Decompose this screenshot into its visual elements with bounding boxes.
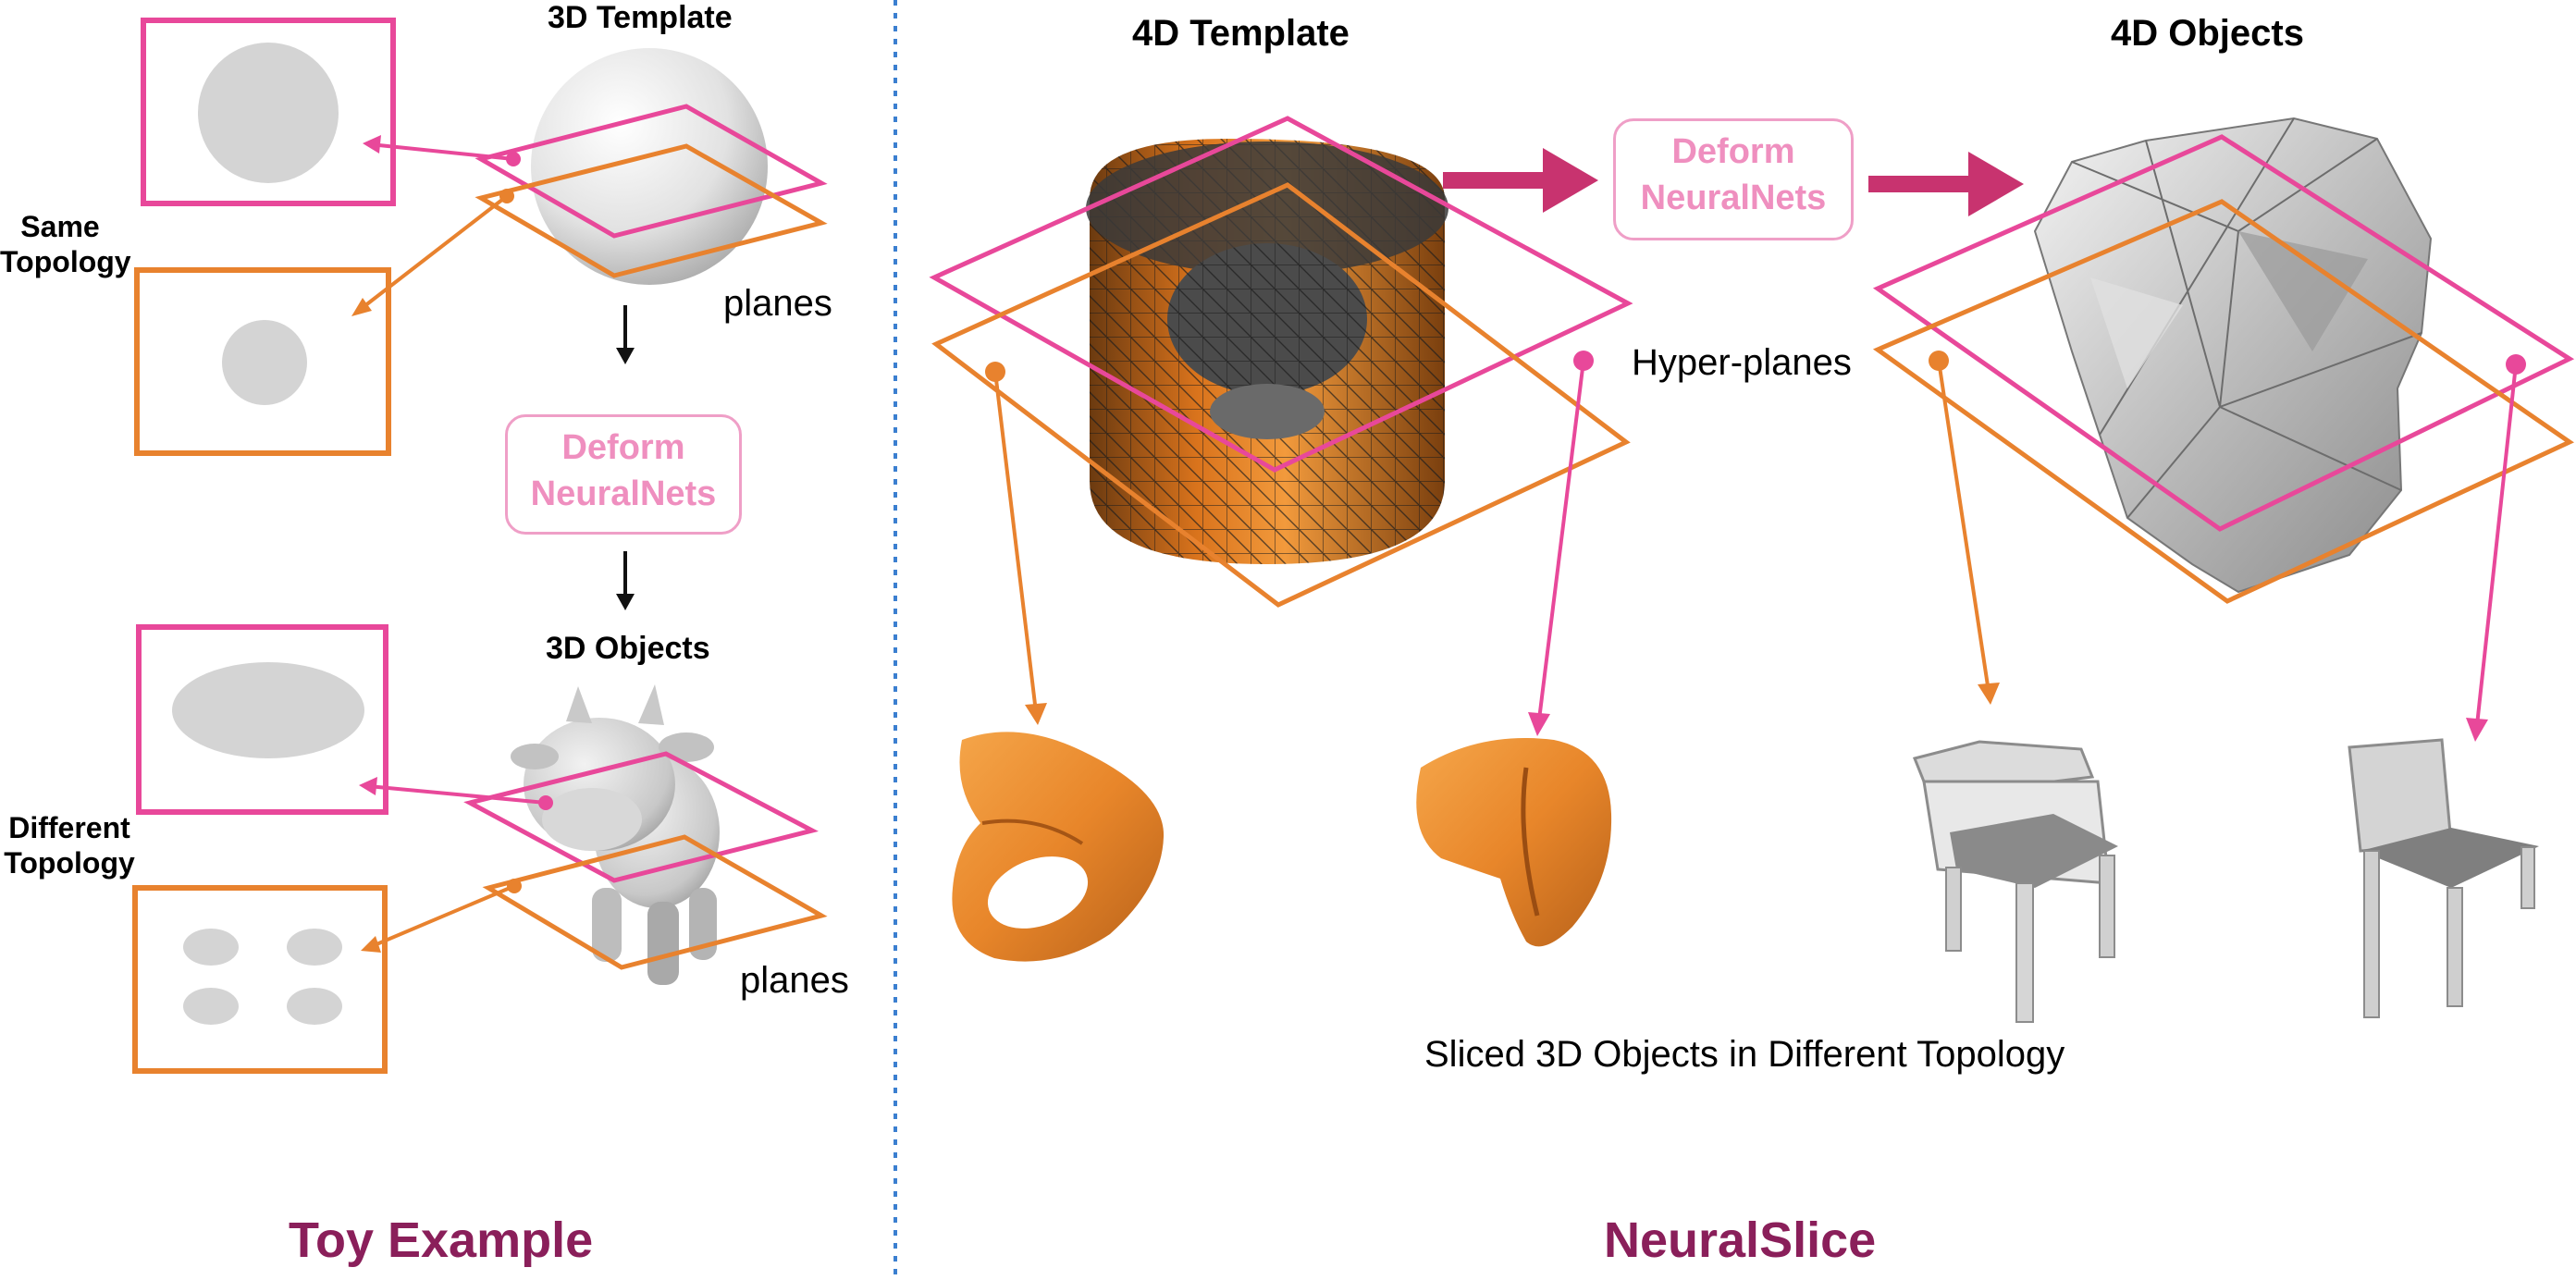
hyperplanes-label: Hyper-planes <box>1632 342 1852 383</box>
toy-template-label: 3D Template <box>548 0 733 35</box>
slice-arrow-pink-2 <box>2466 354 2526 742</box>
different-topology-label: Different Topology <box>4 811 135 880</box>
toy-plane-pink-1 <box>475 104 828 239</box>
hyperplane-orange-1 <box>931 182 1631 608</box>
same-topology-label: Same Topology <box>0 210 131 278</box>
sliced-object-chair-1 <box>1912 740 2118 1023</box>
4d-template-label: 4D Template <box>1132 13 1350 54</box>
deform-arrow-in <box>1443 148 1598 213</box>
neuralslice-deform-line1: Deform <box>1671 132 1795 171</box>
toy-slice-box-pink-2 <box>136 624 388 815</box>
neuralslice-title: NeuralSlice <box>1604 1212 1877 1268</box>
4d-template-mesh <box>1086 139 1448 564</box>
sphere-template <box>531 48 768 285</box>
toy-arrow-pink-2 <box>359 777 553 810</box>
toy-plane-orange-2 <box>482 834 828 970</box>
slice-arrow-orange-2 <box>1929 351 2000 705</box>
toy-planes-label-1: planes <box>723 283 832 324</box>
toy-deform-box: Deform NeuralNets <box>505 414 742 535</box>
toy-deform-line1: Deform <box>561 428 685 467</box>
neuralslice-deform-line2: NeuralNets <box>1640 178 1827 217</box>
down-arrow-1 <box>616 305 635 364</box>
sliced-object-chair-2 <box>2348 738 2539 1018</box>
slice-arrow-pink-1 <box>1528 351 1594 736</box>
slice-arrow-orange-1 <box>985 362 1047 725</box>
toy-planes-label-2: planes <box>740 960 849 1001</box>
deform-arrow-out <box>1868 152 2024 216</box>
sliced-object-ring <box>952 732 1165 962</box>
sliced-object-blob <box>1416 738 1612 947</box>
hyperplane-orange-2 <box>1872 199 2575 604</box>
cow-object <box>511 684 720 985</box>
toy-slice-box-pink-1 <box>141 18 396 206</box>
4d-objects-label: 4D Objects <box>2111 13 2304 54</box>
toy-slice-box-orange-2 <box>132 885 388 1074</box>
hyperplane-pink-1 <box>929 116 1633 473</box>
toy-deform-line2: NeuralNets <box>530 474 717 513</box>
hyperplane-pink-2 <box>1872 134 2575 532</box>
toy-arrow-orange-2 <box>361 879 522 953</box>
toy-example-title: Toy Example <box>289 1212 594 1268</box>
toy-slice-box-orange-1 <box>134 267 391 456</box>
neuralslice-deform-box: Deform NeuralNets <box>1613 118 1854 240</box>
toy-arrow-pink-1 <box>363 135 521 166</box>
toy-plane-orange-1 <box>475 143 828 278</box>
toy-objects-label: 3D Objects <box>546 631 710 666</box>
toy-arrow-orange-1 <box>351 189 514 316</box>
sliced-objects-caption: Sliced 3D Objects in Different Topology <box>1424 1034 2065 1075</box>
down-arrow-2 <box>616 551 635 610</box>
toy-plane-pink-2 <box>463 751 819 883</box>
